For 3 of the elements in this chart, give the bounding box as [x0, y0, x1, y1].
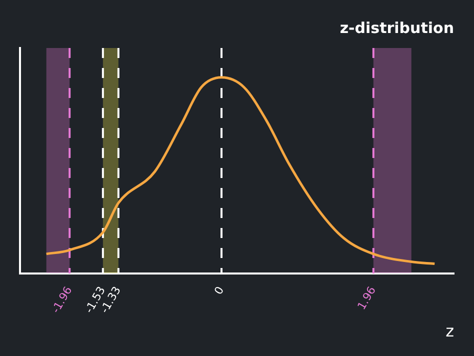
chart-title: z-distribution — [340, 18, 454, 37]
x-axis-title: z — [446, 322, 454, 341]
x-tick-label: 0 — [212, 284, 227, 297]
